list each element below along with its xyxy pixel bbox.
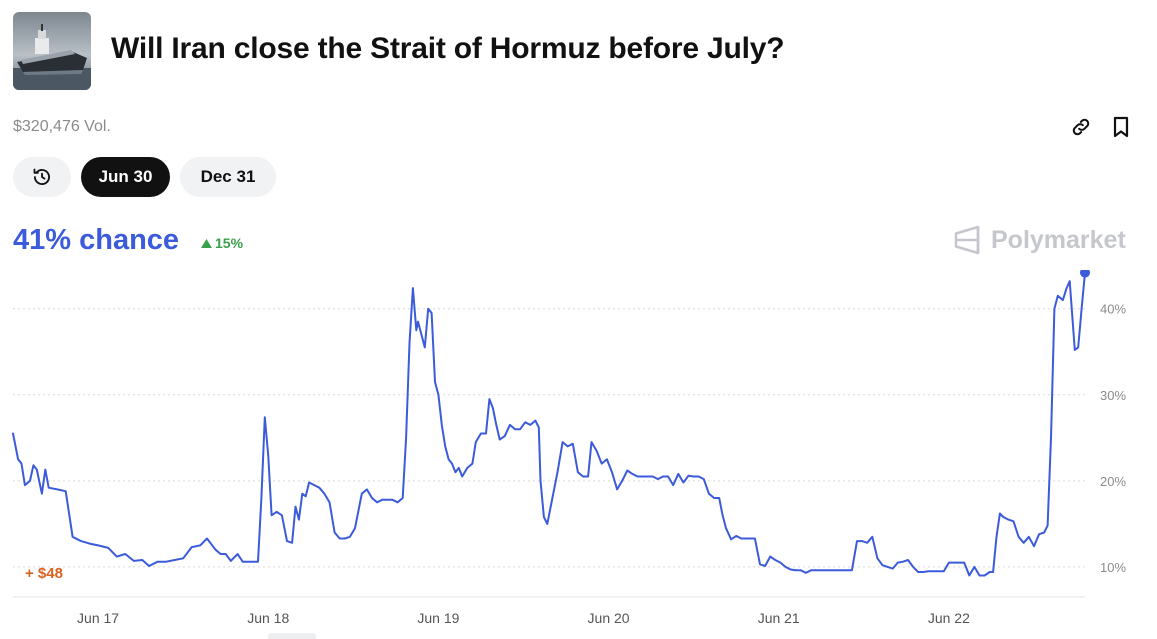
delta-value: 15% [215, 235, 244, 251]
x-tick-label: Jun 18 [247, 610, 289, 626]
series-end-dot [1080, 270, 1090, 278]
triangle-up-icon [201, 238, 212, 248]
tab-dec-31[interactable]: Dec 31 [180, 157, 276, 197]
y-tick-label: 40% [1100, 302, 1126, 317]
history-icon [33, 168, 50, 186]
market-title: Will Iran close the Strait of Hormuz bef… [111, 32, 785, 65]
y-axis-ticks: 10% 20% 30% 40% [1100, 302, 1126, 575]
bottom-tab-handle[interactable] [268, 633, 316, 639]
chance-value: 41% chance [13, 224, 180, 256]
tab-jun-30[interactable]: Jun 30 [81, 157, 170, 197]
x-tick-label: Jun 17 [77, 610, 119, 626]
polymarket-logo-icon [954, 225, 980, 255]
bookmark-icon[interactable] [1108, 114, 1134, 140]
tanker-ship-image [13, 12, 91, 90]
chance-delta: 15% [201, 235, 243, 251]
x-tick-label: Jun 20 [588, 610, 630, 626]
chart-grid [13, 308, 1085, 568]
series-line [12, 271, 1086, 577]
y-tick-label: 30% [1100, 388, 1126, 403]
link-icon[interactable] [1068, 114, 1094, 140]
probability-chart[interactable]: 10%20%30%40% Jun 17 Jun 18 Jun 19 Jun 20 Jun… [0, 270, 1157, 639]
x-tick-label: Jun 21 [758, 610, 800, 626]
y-tick-label: 10% [1100, 560, 1126, 575]
market-thumbnail [13, 12, 91, 90]
x-tick-label: Jun 22 [928, 610, 970, 626]
history-button[interactable] [13, 157, 71, 197]
position-gain: + $48 [25, 565, 63, 582]
brand-name: Polymarket [991, 225, 1126, 254]
x-axis-ticks: Jun 17 Jun 18 Jun 19 Jun 20 Jun 21 Jun 22 [77, 610, 970, 626]
x-tick-label: Jun 19 [417, 610, 459, 626]
y-tick-label: 20% [1100, 474, 1126, 489]
volume-label: $320,476 Vol. [13, 118, 111, 135]
polymarket-brand: Polymarket [952, 224, 1126, 256]
